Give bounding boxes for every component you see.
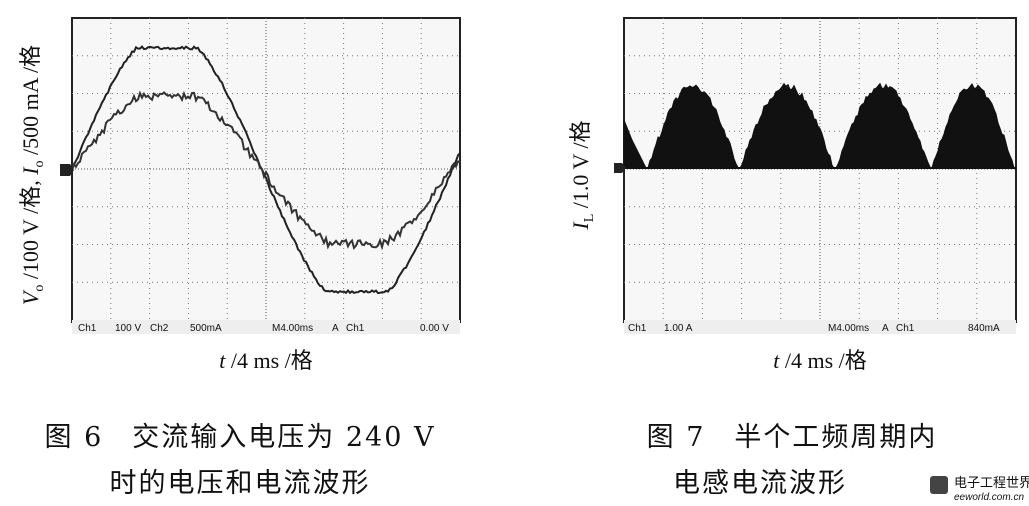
x-label: t /4 ms /格 <box>773 348 867 373</box>
watermark-url: eeworld.com.cn <box>954 492 1024 503</box>
status-text: Ch1 <box>628 323 647 334</box>
status-text: Ch1 <box>78 323 97 334</box>
status-text: 1.00 A <box>664 323 693 334</box>
caption: 图 6 交流输入电压为 240 V <box>45 422 436 453</box>
y-label: IL /1.0 V /格 <box>568 120 597 230</box>
caption: 时的电压和电流波形 <box>110 468 371 499</box>
status-text: 0.00 V <box>420 323 449 334</box>
status-text: A <box>332 323 339 334</box>
status-text: M4.00ms <box>828 323 869 334</box>
status-text: 840mA <box>968 323 1000 334</box>
status-text: Ch1 <box>346 323 365 334</box>
watermark-name: 电子工程世界 <box>954 476 1029 491</box>
x-label: t /4 ms /格 <box>219 348 313 373</box>
status-text: A <box>882 323 889 334</box>
logo <box>930 476 948 494</box>
caption: 图 7 半个工频周期内 <box>647 422 938 453</box>
status-text: Ch1 <box>896 323 915 334</box>
status-text: M4.00ms <box>272 323 313 334</box>
status-text: Ch2 <box>150 323 169 334</box>
status-text: 500mA <box>190 323 222 334</box>
caption: 电感电流波形 <box>673 468 847 499</box>
y-label: Vo /100 V /格, Io /500 mA /格 <box>18 45 47 305</box>
status-text: 100 V <box>115 323 141 334</box>
